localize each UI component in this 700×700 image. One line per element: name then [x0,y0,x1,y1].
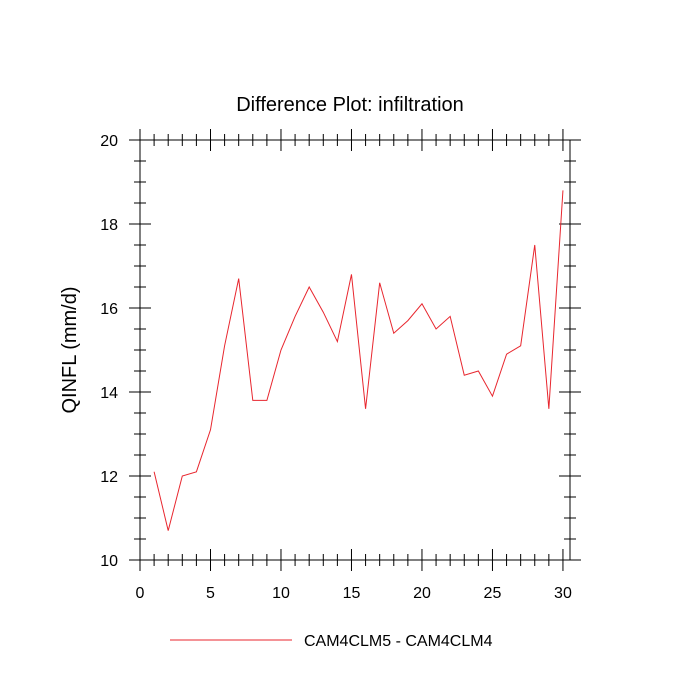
x-tick-label: 5 [206,585,215,602]
legend-label: CAM4CLM5 - CAM4CLM4 [304,633,493,650]
y-tick-label: 14 [100,385,118,402]
tick-labels: 0 5 10 15 20 25 30 10 12 14 16 18 20 [100,133,572,602]
axis-ticks [129,129,581,571]
y-tick-label: 16 [100,301,118,318]
chart-title: Difference Plot: infiltration [236,94,464,116]
y-tick-label: 10 [100,553,118,570]
plot-frame [139,139,571,561]
x-tick-label: 30 [554,585,572,602]
x-tick-label: 0 [136,585,145,602]
x-tick-label: 15 [343,585,361,602]
y-tick-label: 12 [100,469,118,486]
series-layer [153,190,564,531]
x-tick-label: 20 [413,585,431,602]
x-tick-label: 10 [272,585,290,602]
legend: CAM4CLM5 - CAM4CLM4 [170,633,493,650]
x-tick-label: 25 [484,585,502,602]
y-tick-label: 18 [100,217,118,234]
y-axis-label: QINFL (mm/d) [59,286,81,413]
y-tick-label: 20 [100,133,118,150]
series-line-0 [153,190,564,531]
